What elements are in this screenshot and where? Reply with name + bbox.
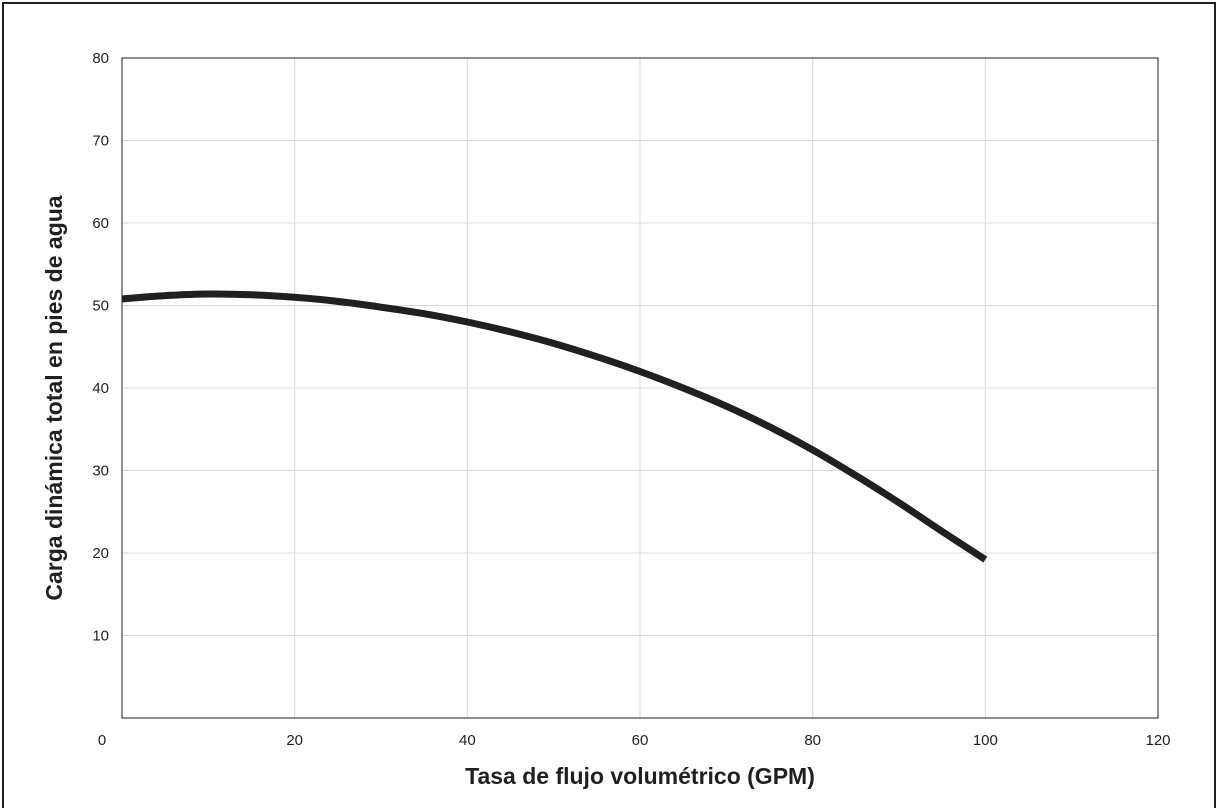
y-tick-label: 70	[92, 133, 109, 150]
x-axis-ticks: 0 20 40 60 80 100 120	[98, 732, 1171, 749]
x-tick-label: 40	[459, 732, 476, 749]
y-tick-label: 10	[92, 628, 109, 645]
y-axis-ticks: 10 20 30 40 50 60 70 80	[92, 50, 109, 645]
y-tick-label: 60	[92, 215, 109, 232]
y-tick-label: 20	[92, 545, 109, 562]
x-tick-label: 100	[973, 732, 998, 749]
series-layer	[121, 290, 988, 563]
grid	[122, 58, 1158, 718]
x-tick-label: 120	[1145, 732, 1170, 749]
plot-area	[121, 57, 1159, 719]
y-tick-label: 40	[92, 380, 109, 397]
x-tick-label: 20	[286, 732, 303, 749]
y-tick-label: 80	[92, 50, 109, 67]
x-tick-label: 60	[632, 732, 649, 749]
x-tick-label: 80	[804, 732, 821, 749]
series-line-0	[121, 290, 988, 563]
x-tick-label: 0	[98, 732, 106, 749]
y-tick-label: 30	[92, 463, 109, 480]
y-axis-title: Carga dinámica total en pies de agua	[41, 195, 67, 600]
x-axis-title: Tasa de flujo volumétrico (GPM)	[465, 763, 815, 789]
y-tick-label: 50	[92, 298, 109, 315]
